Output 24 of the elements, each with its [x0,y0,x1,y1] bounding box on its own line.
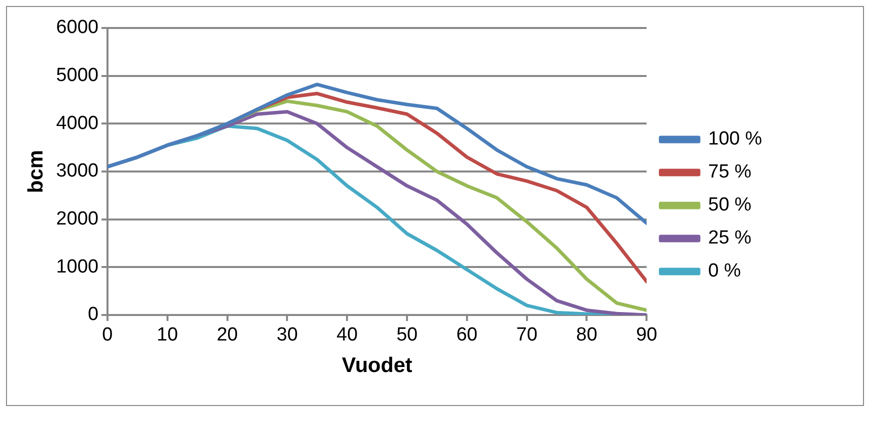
y-tick-label: 1000 [56,256,98,278]
legend-label: 100 % [708,128,762,150]
x-tick-label: 20 [216,324,238,346]
x-tick-label: 0 [102,324,113,346]
y-axis-title: bcm [24,150,48,194]
y-tick-label: 5000 [56,65,98,86]
legend-label: 25 % [708,228,752,249]
y-tick-label: 6000 [56,17,98,38]
legend-label: 75 % [708,162,752,183]
x-tick-label: 70 [516,324,538,346]
y-tick-label: 2000 [56,208,98,230]
y-tick-label: 0 [88,304,98,326]
y-tick-label: 3000 [56,160,98,182]
x-tick-label: 80 [576,324,598,346]
x-tick-label: 10 [156,324,178,346]
legend-label: 50 % [708,194,752,216]
x-tick-label: 40 [336,324,358,346]
x-tick-label: 50 [396,324,418,346]
x-tick-label: 30 [276,324,298,346]
x-axis-title: Vuodet [342,354,412,378]
legend-label: 0 % [708,260,741,282]
x-tick-label: 60 [456,324,478,346]
y-tick-label: 4000 [56,112,98,134]
x-tick-label: 90 [636,324,658,346]
